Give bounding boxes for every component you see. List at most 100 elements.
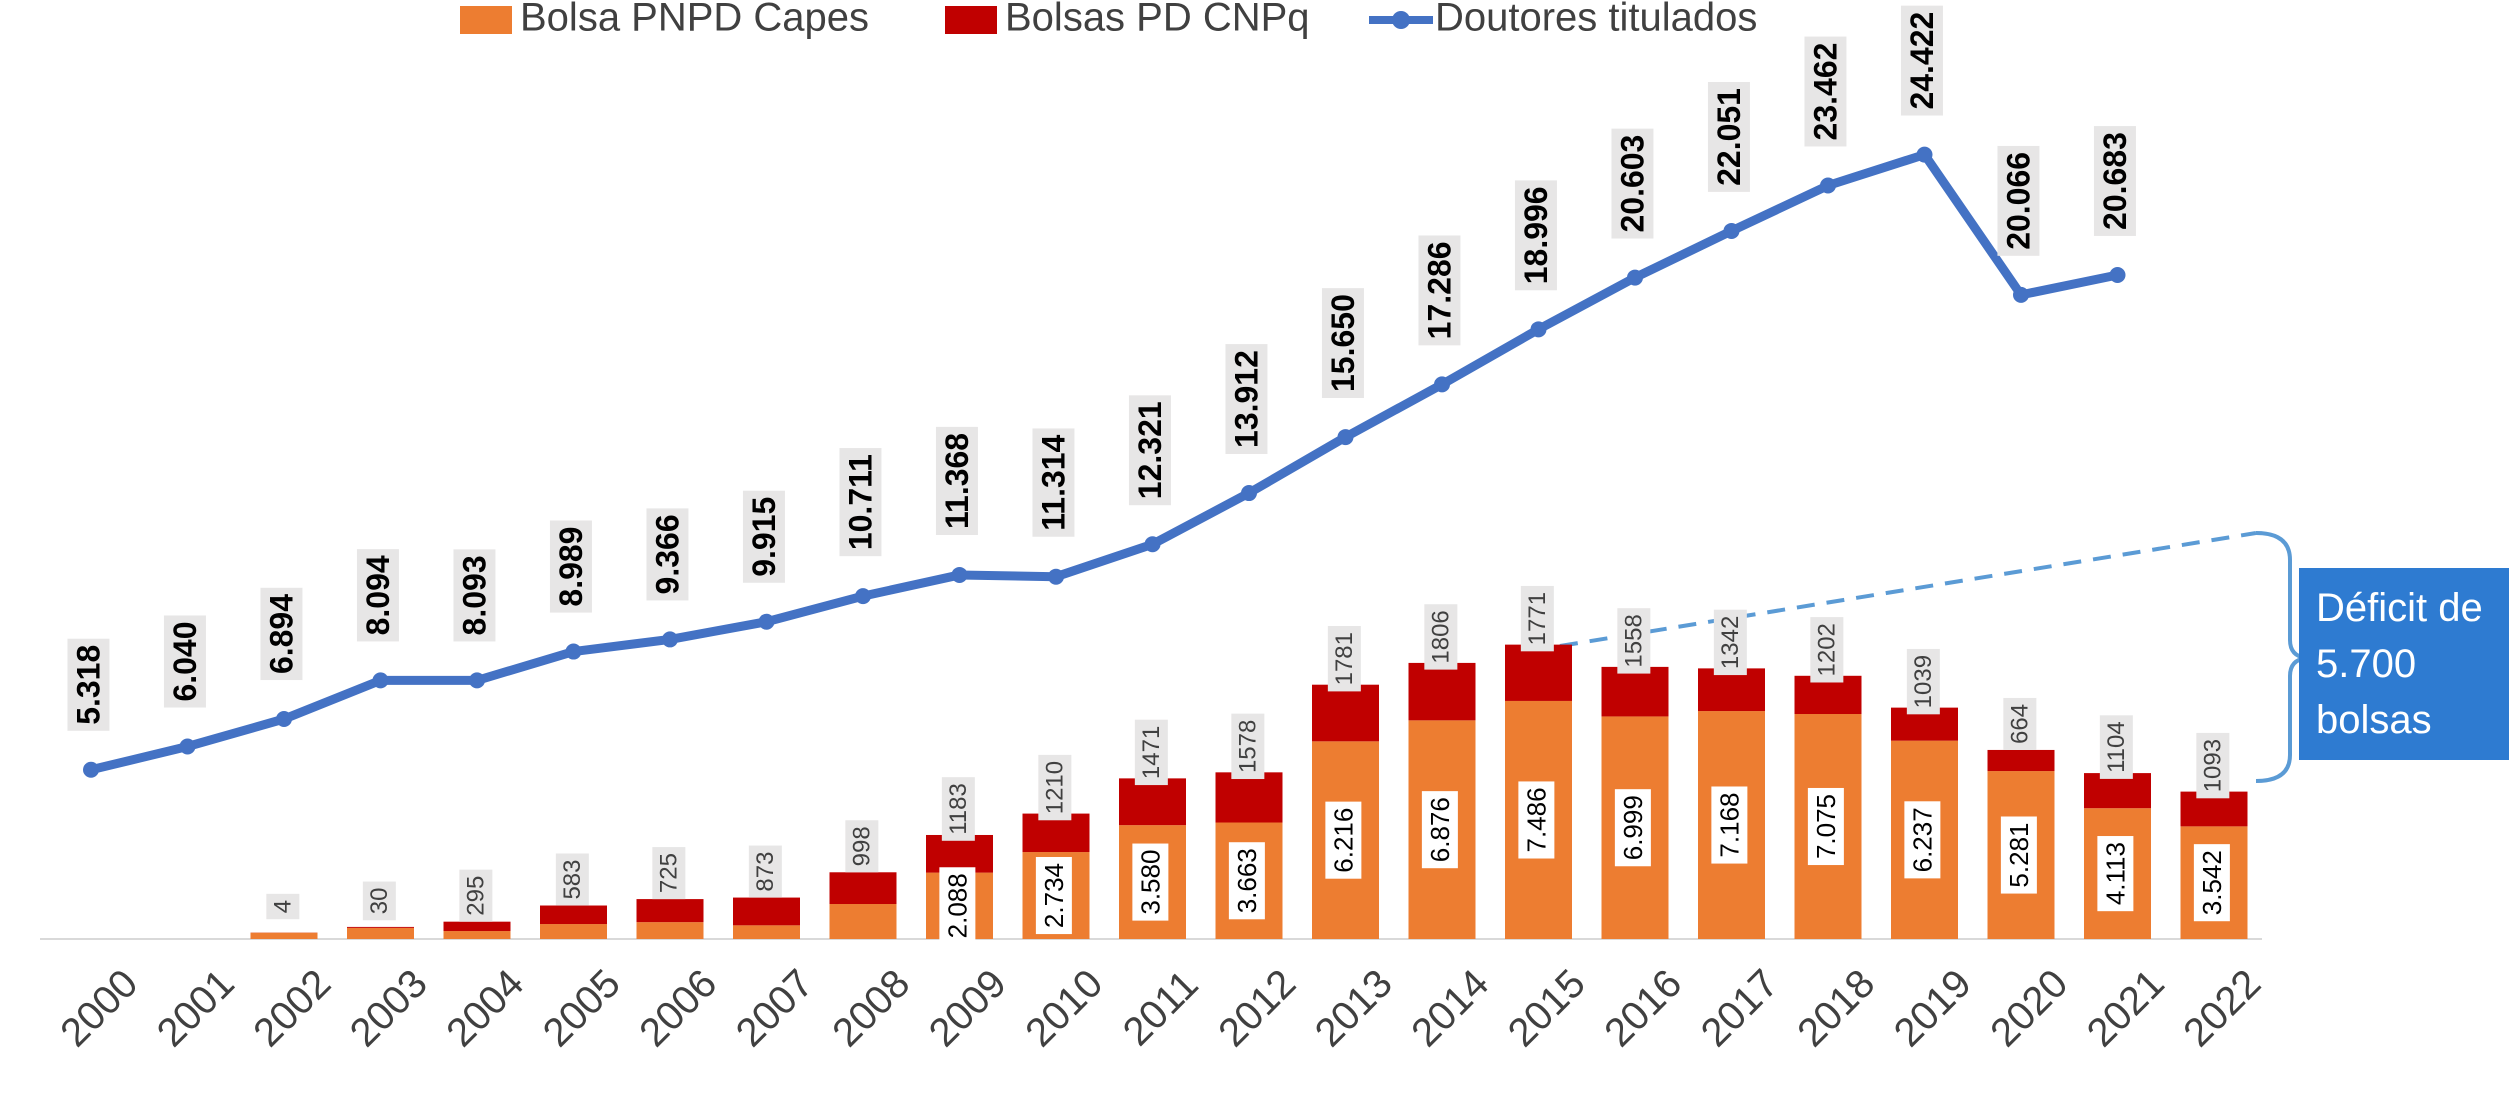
bar-label: 4 [269, 900, 296, 913]
bar [1698, 668, 1765, 712]
line-point [2109, 267, 2126, 284]
x-tick-label: 2008 [824, 961, 918, 1055]
x-tick-label: 2014 [1403, 961, 1497, 1055]
bar-label: 1210 [1041, 761, 1068, 814]
bar-label: 1202 [1813, 623, 1840, 676]
bar-label: 4.113 [2100, 842, 2130, 905]
bar-label-bg [362, 881, 396, 921]
x-tick-label: 2002 [245, 961, 339, 1055]
bar [1505, 644, 1572, 701]
line-point [1144, 536, 1161, 553]
bar-label-bg [1228, 842, 1265, 920]
x-tick-label: 2013 [1307, 961, 1401, 1055]
legend-label: Bolsas PD CNPq [1005, 0, 1310, 40]
bar-label-bg [2193, 844, 2230, 922]
line-label-bg [1321, 288, 1364, 399]
bar-label-bg [1614, 789, 1651, 867]
line-label: 20.683 [2097, 132, 2133, 230]
bar-label: 6.216 [1328, 808, 1358, 873]
bar-label: 2.734 [1039, 863, 1069, 928]
line-label: 24.422 [1904, 12, 1940, 110]
line-point [179, 738, 196, 755]
x-tick-label: 2016 [1596, 961, 1690, 1055]
bar-label: 6.237 [1907, 807, 1937, 872]
annotation-line: bolsas [2316, 698, 2432, 742]
line-label: 9.366 [649, 514, 685, 594]
line-label-bg [742, 490, 785, 583]
bar-label-bg [2099, 715, 2133, 779]
x-tick-label: 2001 [149, 961, 243, 1055]
line-point [1241, 485, 1257, 502]
line-point [83, 761, 99, 778]
bar-label-bg [1713, 609, 1747, 676]
bar-label: 3.663 [1232, 848, 1262, 913]
bar-label-bg [1035, 856, 1072, 935]
bar [2084, 773, 2151, 809]
line-label: 20.066 [2000, 152, 2036, 250]
bar-label-bg [555, 853, 589, 906]
bar [443, 921, 511, 932]
line-point [1048, 568, 1064, 585]
bar-label: 2.088 [942, 873, 972, 938]
bar [540, 924, 607, 939]
bar-label-bg [941, 777, 975, 841]
x-tick-label: 2006 [631, 961, 725, 1055]
line-point [1916, 146, 1933, 163]
line-label: 22.051 [1711, 88, 1747, 186]
bar [347, 927, 414, 939]
x-tick-label: 2000 [52, 961, 146, 1055]
x-tick-label: 2019 [1886, 961, 1980, 1055]
bar-label: 30 [366, 888, 393, 915]
bar-label-bg [1038, 754, 1072, 821]
bar-label-bg [845, 820, 879, 873]
line-label: 18.996 [1518, 186, 1554, 284]
line-label-bg [1225, 344, 1268, 454]
bar-label-bg [1711, 786, 1748, 864]
bar-label: 7.168 [1714, 792, 1744, 857]
bar-label-bg [1810, 617, 1844, 683]
annotation-line: Déficit de [2316, 586, 2483, 630]
x-tick-label: 2015 [1500, 961, 1594, 1055]
line-point [1530, 321, 1547, 338]
bar [540, 905, 607, 925]
bar-label-bg [1327, 626, 1361, 692]
bar-label-bg [2000, 816, 2037, 894]
deficit-bracket [2255, 531, 2307, 783]
line [89, 150, 2119, 775]
line-point [1820, 177, 1836, 194]
line-label: 23.462 [1807, 43, 1843, 141]
line-label-bg [1997, 145, 2040, 256]
bar-label-bg [1231, 713, 1265, 780]
bar [1215, 772, 1283, 823]
line-label-bg [1032, 428, 1075, 537]
x-tick-label: 2003 [342, 961, 436, 1055]
bar-label: 1781 [1331, 632, 1358, 685]
legend-swatch [460, 6, 512, 34]
x-tick-label: 2021 [2079, 961, 2173, 1055]
bar [829, 872, 897, 905]
bar [926, 834, 993, 873]
bar-label: 1039 [1910, 655, 1937, 708]
line-label-bg [260, 587, 303, 681]
bar-label: 6.999 [1618, 795, 1648, 860]
bar-label: 1471 [1138, 726, 1165, 779]
line-label: 8.989 [553, 527, 589, 607]
bar-label-bg [1421, 791, 1458, 869]
annotation-line: 5.700 [2316, 642, 2416, 686]
line-point [1627, 269, 1643, 286]
x-tick-label: 2005 [535, 961, 629, 1055]
line-label-bg [1611, 128, 1654, 239]
line-label: 13.912 [1228, 350, 1264, 448]
legend-swatch [945, 6, 997, 34]
line-point [1723, 222, 1740, 239]
line-label-bg [1900, 5, 1943, 116]
bar-label: 998 [848, 826, 875, 866]
bar-label: 7.486 [1521, 787, 1551, 852]
line-label: 20.603 [1614, 135, 1650, 233]
legend-swatch-dot [1392, 11, 1410, 29]
x-tick-label: 2018 [1789, 961, 1883, 1055]
x-tick-label: 2020 [1982, 961, 2076, 1055]
bar-label: 1183 [945, 783, 972, 835]
bar [829, 904, 897, 939]
